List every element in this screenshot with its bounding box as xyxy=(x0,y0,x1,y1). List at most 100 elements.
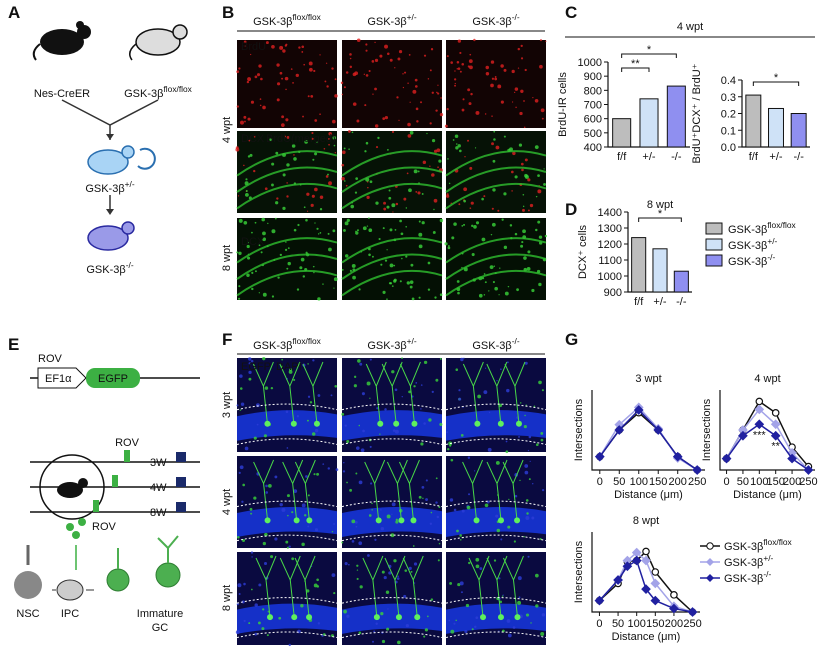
signal xyxy=(517,47,521,51)
signal xyxy=(236,251,239,254)
signal xyxy=(420,408,422,410)
axis xyxy=(591,390,705,471)
signal xyxy=(388,196,392,200)
dcx-fiber xyxy=(445,237,547,264)
signal xyxy=(237,195,240,197)
soma xyxy=(473,517,480,524)
y-tick-label: 400 xyxy=(584,142,602,154)
signal xyxy=(287,247,290,249)
signal xyxy=(404,71,407,74)
signal xyxy=(375,146,379,149)
soma xyxy=(267,614,274,621)
signal xyxy=(469,207,472,209)
cell-label: GC xyxy=(152,622,169,634)
signal xyxy=(334,94,338,98)
y-tick-label: 1000 xyxy=(578,57,602,69)
signal xyxy=(414,78,418,82)
signal xyxy=(383,575,387,580)
signal xyxy=(386,298,388,300)
signal xyxy=(526,266,531,271)
signal xyxy=(494,75,497,78)
signal xyxy=(498,577,501,580)
signal xyxy=(438,542,441,545)
signal xyxy=(281,123,285,127)
neuron xyxy=(486,555,508,618)
signal xyxy=(421,193,424,195)
signal xyxy=(521,241,524,244)
signal xyxy=(451,236,455,240)
signal xyxy=(448,182,451,185)
signal xyxy=(439,422,443,427)
signal xyxy=(418,296,421,299)
signal xyxy=(496,379,498,382)
signal xyxy=(446,431,449,433)
signal xyxy=(401,395,403,398)
signal xyxy=(343,609,347,614)
stain-label: BrdU xyxy=(241,41,266,53)
signal xyxy=(394,67,396,69)
signal xyxy=(317,297,321,301)
signal xyxy=(431,91,434,94)
signal xyxy=(439,113,444,117)
signal xyxy=(391,130,395,134)
signal xyxy=(439,218,444,223)
data-point xyxy=(770,419,781,430)
signal xyxy=(523,536,526,538)
neuron xyxy=(504,361,526,424)
genotype-base: GSK-3β xyxy=(124,88,163,100)
signal xyxy=(256,423,259,426)
signal xyxy=(314,222,316,224)
x-tick-label: 250 xyxy=(688,476,706,488)
signal xyxy=(291,557,295,561)
signal xyxy=(528,478,531,481)
signal xyxy=(483,390,488,395)
genotype-sup: -/- xyxy=(512,336,520,346)
signal xyxy=(458,397,462,401)
stain-label: DCX xyxy=(241,236,265,248)
signal xyxy=(264,187,268,191)
y-tick-label: 0.2 xyxy=(721,109,736,121)
signal xyxy=(370,482,373,485)
signal xyxy=(538,380,542,385)
signal xyxy=(483,195,486,198)
signal xyxy=(437,559,440,562)
signal xyxy=(415,191,418,193)
signal xyxy=(468,102,472,106)
significance-bracket xyxy=(638,217,682,222)
signal xyxy=(279,71,283,75)
signal xyxy=(544,234,548,238)
soma xyxy=(373,614,380,621)
signal xyxy=(342,150,346,155)
axis xyxy=(591,532,700,613)
x-tick-label: 0 xyxy=(596,618,602,630)
signal xyxy=(311,432,316,436)
signal xyxy=(407,122,411,127)
soma xyxy=(498,517,505,524)
signal xyxy=(525,515,530,520)
signal xyxy=(382,290,386,294)
signal xyxy=(389,228,393,232)
timepoint-label: 4W xyxy=(150,482,167,494)
signal xyxy=(327,232,330,235)
signal xyxy=(448,245,450,247)
signal xyxy=(434,296,437,299)
signal xyxy=(375,622,378,625)
signal xyxy=(241,500,244,503)
signal xyxy=(410,263,414,267)
signal xyxy=(382,117,386,121)
signal xyxy=(258,583,262,587)
data-point xyxy=(633,405,644,415)
neuron xyxy=(386,459,408,521)
data-point xyxy=(669,603,679,614)
chart-title: 8 wpt xyxy=(633,515,659,527)
x-tick-label: +/- xyxy=(653,296,666,308)
signal xyxy=(493,138,496,141)
signal xyxy=(413,385,416,388)
signal xyxy=(254,221,257,224)
signal xyxy=(331,67,334,70)
signal xyxy=(250,588,253,591)
signal xyxy=(429,69,432,72)
signal xyxy=(492,280,495,284)
signal xyxy=(332,119,336,124)
signal xyxy=(498,630,500,632)
